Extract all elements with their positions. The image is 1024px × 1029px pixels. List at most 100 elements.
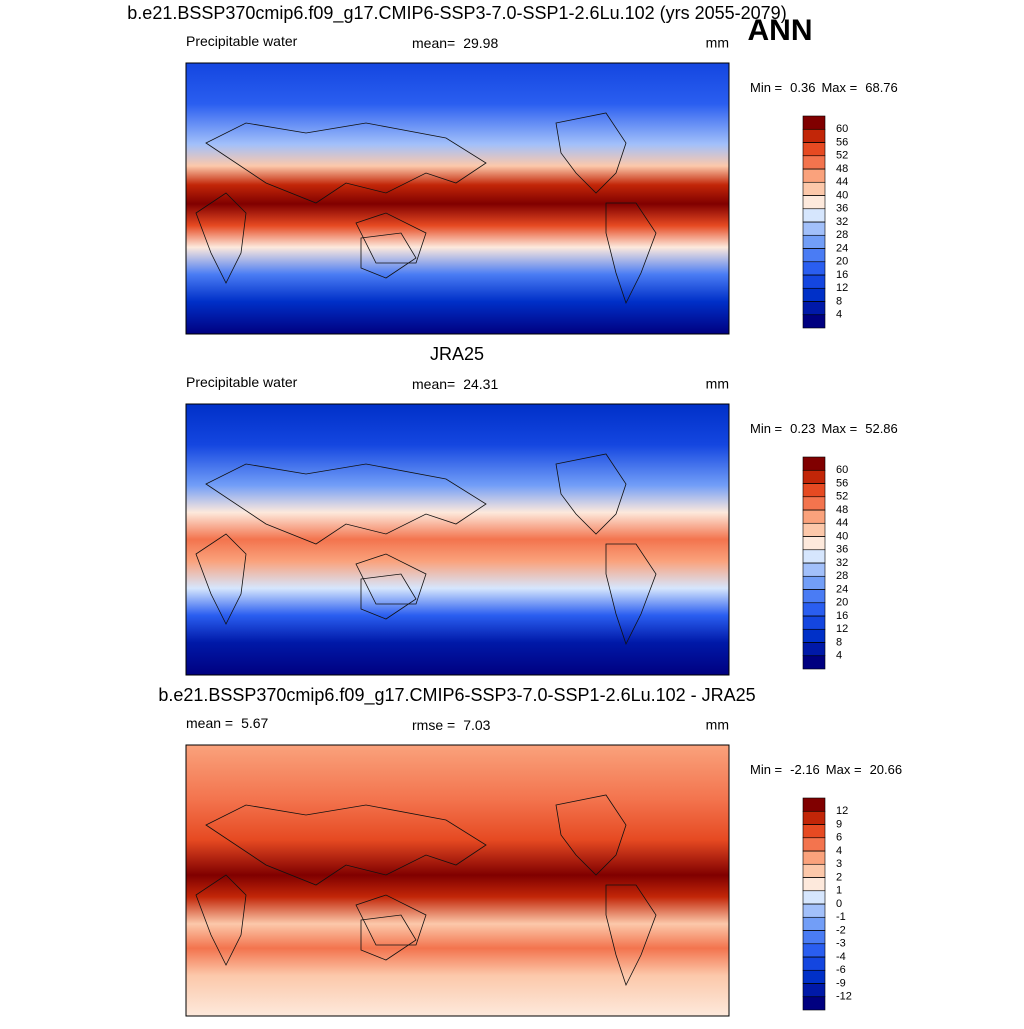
min-max: Min = 0.23 Max = 52.86 (750, 421, 898, 436)
colorbar-label: 4 (836, 845, 842, 857)
colorbar-box (802, 248, 826, 263)
colorbar-label: -12 (836, 991, 852, 1003)
colorbar-box (802, 155, 826, 170)
center-label: mean= 24.31 (412, 376, 498, 392)
colorbar-box (802, 916, 826, 931)
colorbar-box (802, 261, 826, 276)
colorbar-label: 12 (836, 623, 848, 635)
colorbar-box (802, 456, 826, 471)
coastline (205, 463, 487, 545)
colorbar-label: 1 (836, 885, 842, 897)
label-text: mean= (412, 376, 455, 392)
label-text: mean = (186, 715, 233, 731)
colorbar-box (802, 628, 826, 643)
colorbar-label: 28 (836, 229, 848, 241)
colorbar-box (802, 575, 826, 590)
colorbar-box (802, 837, 826, 852)
colorbar-label: -4 (836, 951, 846, 963)
min: -2.16 (790, 762, 820, 777)
min: 0.36 (790, 80, 815, 95)
coastline (360, 914, 417, 961)
coastline (195, 192, 247, 284)
colorbar-label: 20 (836, 256, 848, 268)
colorbar-box (802, 221, 826, 236)
colorbar-box (802, 602, 826, 617)
left-label: mean = 5.67 (186, 715, 269, 731)
colorbar-box (802, 128, 826, 143)
colorbar-label: 52 (836, 150, 848, 162)
label-text: mean= (412, 35, 455, 51)
colorbar-label: 36 (836, 203, 848, 215)
colorbar-box (802, 469, 826, 484)
coastlines (195, 453, 657, 646)
colorbar-box (802, 956, 826, 971)
colorbar-label: 32 (836, 216, 848, 228)
label-text: rmse = (412, 717, 455, 733)
colorbar-label: 44 (836, 176, 848, 188)
colorbar-label: 48 (836, 163, 848, 175)
colorbar-box (802, 903, 826, 918)
colorbar-box (802, 274, 826, 289)
colorbar-box (802, 208, 826, 223)
colorbar-label: 16 (836, 269, 848, 281)
colorbar-box (802, 536, 826, 551)
map-field (185, 744, 730, 1017)
colorbar-label: 36 (836, 544, 848, 556)
colorbar-box (802, 983, 826, 998)
colorbar-box (802, 589, 826, 604)
colorbar-label: 52 (836, 491, 848, 503)
coastline (195, 533, 247, 625)
label-value: 7.03 (463, 717, 490, 733)
label-value: 5.67 (241, 715, 268, 731)
colorbar-box (802, 142, 826, 157)
colorbar-box (802, 655, 826, 670)
colorbar-label: 24 (836, 242, 848, 254)
colorbar-label: 4 (836, 650, 842, 662)
colorbar-box (802, 863, 826, 878)
panel-title: b.e21.BSSP370cmip6.f09_g17.CMIP6-SSP3-7.… (127, 3, 786, 24)
colorbar-box (802, 969, 826, 984)
label-value: 29.98 (463, 35, 498, 51)
coastline (205, 122, 487, 204)
colorbar-box (802, 181, 826, 196)
label-value: 24.31 (463, 376, 498, 392)
label-text: Precipitable water (186, 33, 298, 49)
min-label: Min = (750, 762, 782, 777)
coastline (360, 573, 417, 620)
colorbar-box (802, 301, 826, 316)
colorbar-box (802, 810, 826, 825)
colorbar-box (802, 522, 826, 537)
coastline (555, 794, 627, 876)
left-label: Precipitable water (186, 33, 298, 49)
max: 68.76 (865, 80, 898, 95)
colorbar-label: 16 (836, 610, 848, 622)
colorbar-label: 8 (836, 636, 842, 648)
colorbar-label: 40 (836, 530, 848, 542)
colorbar-label: -3 (836, 938, 846, 950)
left-label: Precipitable water (186, 374, 298, 390)
colorbar-label: 20 (836, 597, 848, 609)
colorbar-box (802, 824, 826, 839)
coastline (205, 804, 487, 886)
coastline (605, 884, 657, 987)
min-label: Min = (750, 80, 782, 95)
colorbar-box (802, 195, 826, 210)
colorbar-box (802, 168, 826, 183)
colorbar-box (802, 115, 826, 130)
panel-title: b.e21.BSSP370cmip6.f09_g17.CMIP6-SSP3-7.… (158, 685, 755, 706)
colorbar-label: 3 (836, 858, 842, 870)
coastline (605, 543, 657, 646)
max-label: Max = (821, 80, 857, 95)
colorbar-box (802, 877, 826, 892)
colorbar-box (802, 314, 826, 329)
colorbar-label: 40 (836, 189, 848, 201)
colorbar-box (802, 234, 826, 249)
coastline (360, 232, 417, 279)
figure-label: ANN (748, 14, 813, 47)
units-label: mm (706, 717, 729, 733)
coastline (355, 212, 427, 264)
colorbar-box (802, 287, 826, 302)
coastline (355, 553, 427, 605)
colorbar-box (802, 890, 826, 905)
colorbar-label: 2 (836, 871, 842, 883)
